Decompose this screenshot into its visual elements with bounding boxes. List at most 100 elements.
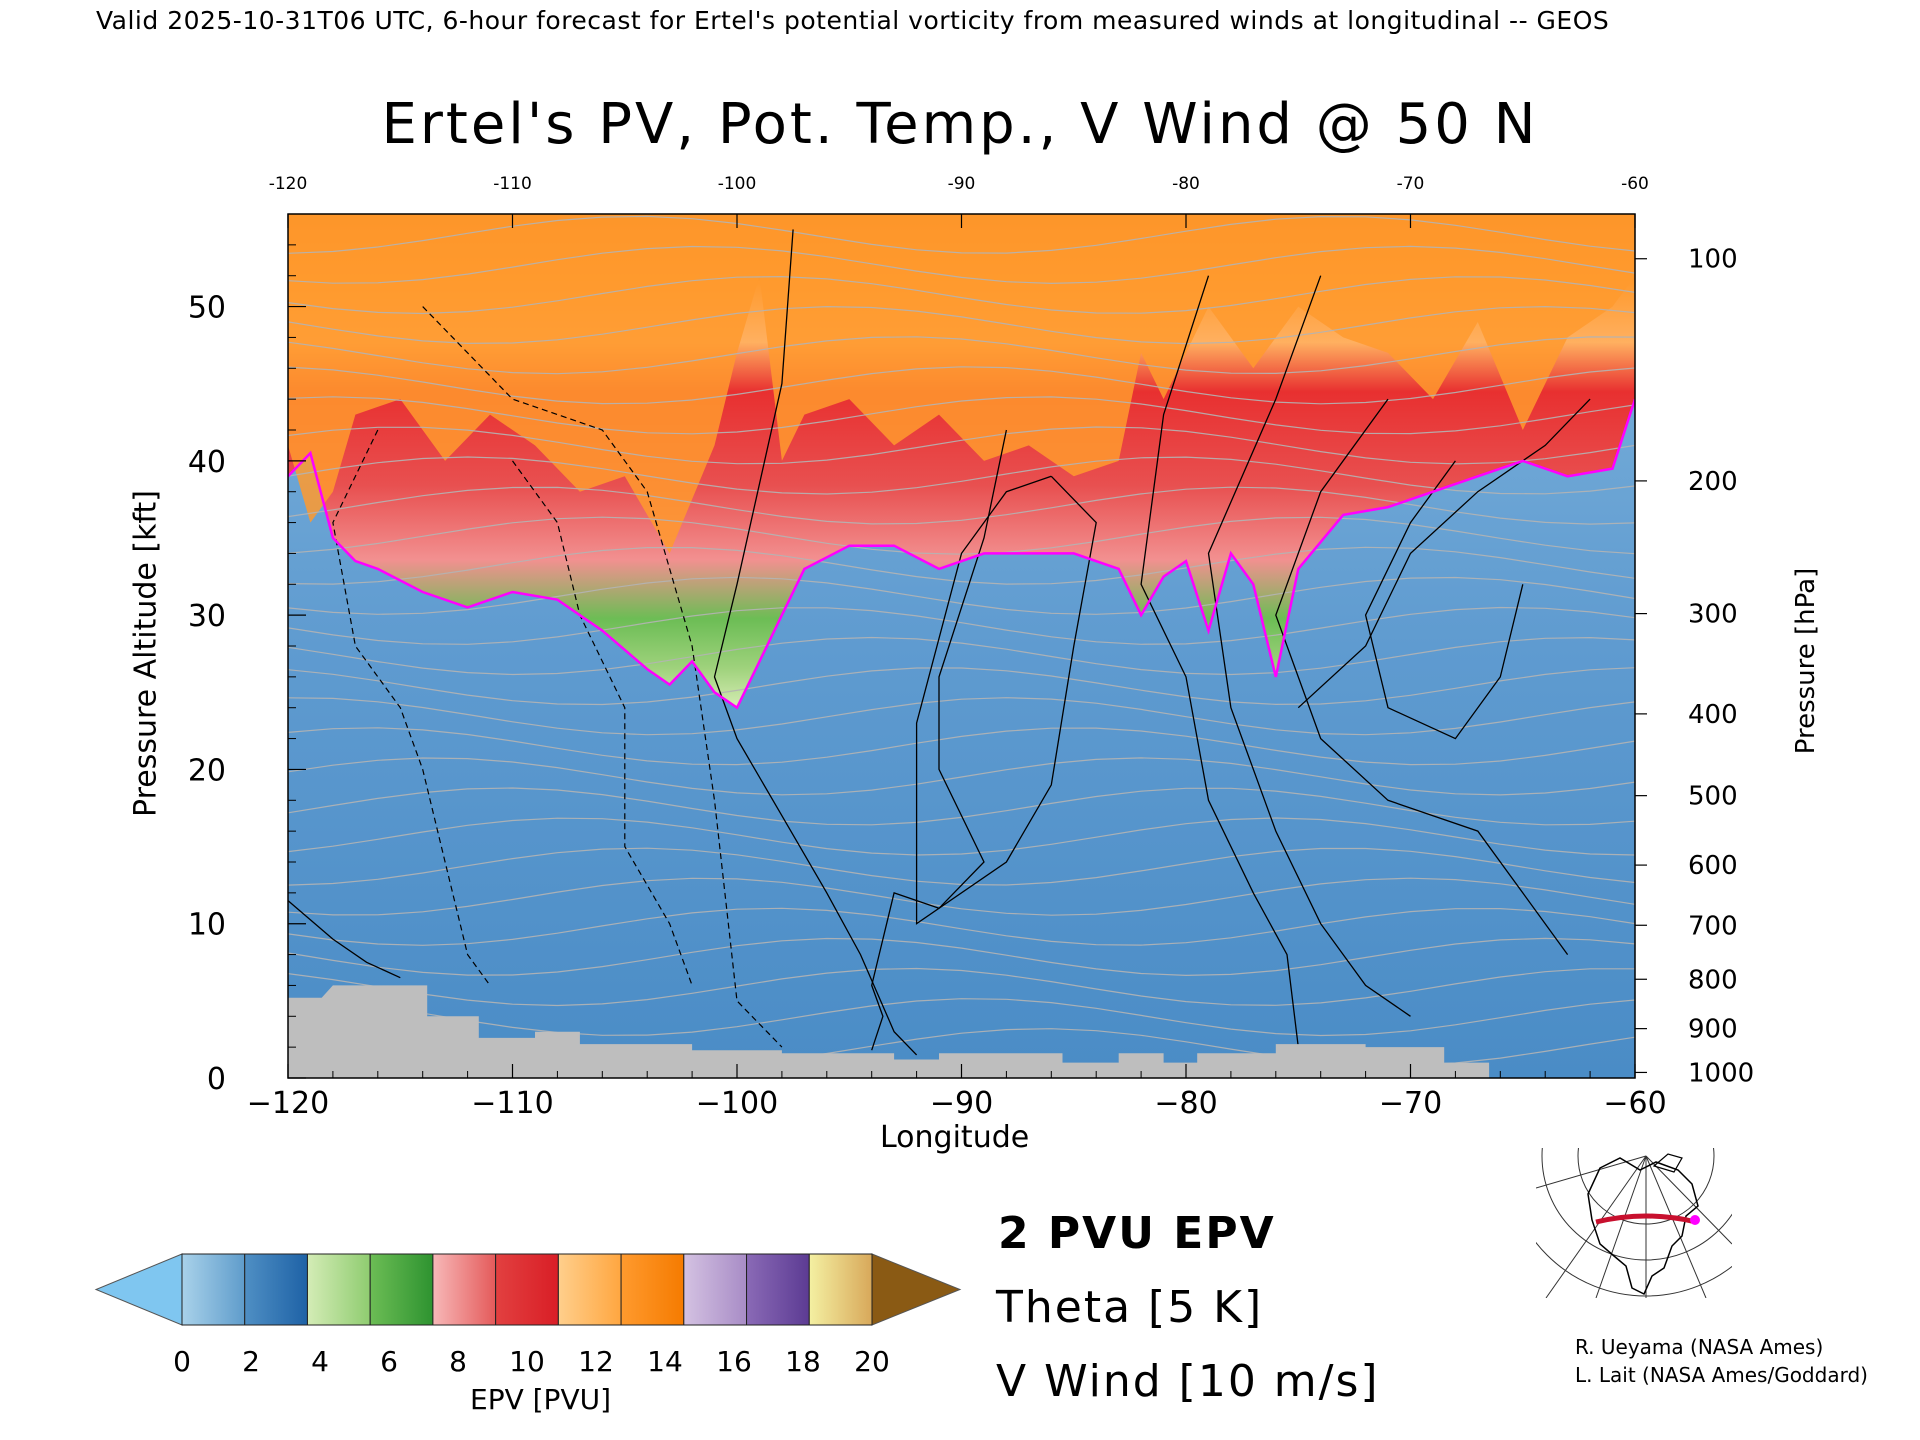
colorbar-band [808,1253,873,1326]
colorbar-tick-label: 14 [647,1345,683,1378]
colorbar-band [306,1253,371,1326]
pressure-tick-label: 1000 [1688,1058,1754,1088]
y-tick-label: 0 [207,1062,226,1097]
y-tick-label: 40 [188,445,226,480]
legend-theta: Theta [5 K] [996,1282,1264,1333]
v-wind-contour [1140,275,1299,1048]
pressure-tick-label: 900 [1688,1015,1738,1045]
theta-contour [288,757,1635,796]
colorbar-band [244,1253,308,1326]
colorbar-tick-label: 16 [716,1345,752,1378]
terrain [288,985,1490,1078]
negative-v-wind-contour [512,460,693,986]
y-tick-label: 10 [188,908,226,943]
x-top-tick-label: -70 [1397,174,1425,194]
theta-contour [288,727,1635,766]
plot-area [288,214,1635,1078]
pressure-tick-label: 200 [1688,467,1738,497]
theta-contour [288,877,1635,916]
pressure-tick-label: 800 [1688,965,1738,995]
pressure-tick-label: 600 [1688,851,1738,881]
legend-epv: 2 PVU EPV [998,1208,1276,1259]
v-wind-contour [1275,398,1569,955]
colorbar-band [181,1253,246,1326]
y-tick-label: 20 [188,753,226,788]
colorbar-band [369,1253,434,1326]
theta-contour [288,275,1635,315]
v-wind-contour [1297,398,1591,709]
theta-contour [288,697,1635,736]
theta-contour [288,907,1635,946]
theta-contour [288,606,1635,645]
v-wind-contour [915,475,1097,925]
theta-contour [288,576,1635,615]
theta-contour [288,546,1635,585]
colorbar-tick-label: 20 [854,1345,890,1378]
x-top-tick-label: -110 [493,174,532,194]
x-top-tick-label: -60 [1621,174,1649,194]
theta-contour [288,486,1635,525]
theta-contour [288,426,1635,465]
colorbar-over-arrow [871,1253,962,1326]
colorbar-band [620,1253,685,1326]
colorbar-under-arrow [94,1253,183,1326]
pressure-tick-label: 700 [1688,911,1738,941]
colorbar-tick-label: 2 [242,1345,260,1378]
upper-stratosphere-field [288,214,1635,554]
pv-2pvu-contour [288,398,1635,710]
theta-contour [288,787,1635,826]
pressure-tick-label: 300 [1688,600,1738,630]
x-axis-label: Longitude [880,1120,1030,1155]
x-tick-label: −70 [1379,1086,1442,1121]
pressure-tick-label: 400 [1688,700,1738,730]
theta-contour [288,396,1635,435]
theta-contour [288,336,1635,375]
legend-v-wind: V Wind [10 m/s] [996,1356,1380,1407]
colorbar-band [557,1253,622,1326]
x-tick-label: −80 [1154,1086,1217,1121]
credit-line-1: R. Ueyama (NASA Ames) [1575,1335,1824,1359]
negative-v-wind-contour [422,306,783,1048]
x-top-tick-label: -90 [948,174,976,194]
v-wind-contour [713,229,918,1056]
north-america-polar-map-icon [1536,1148,1732,1298]
x-top-tick-label: -100 [718,174,757,194]
v-wind-contour [1364,460,1524,740]
v-wind-contour [1207,275,1411,1017]
v-wind-contour [288,900,401,979]
colorbar-tick-label: 4 [311,1345,329,1378]
colorbar-band [432,1253,497,1326]
colorbar-band [746,1253,810,1326]
theta-contour [288,817,1635,856]
theta-contour [288,967,1635,1007]
theta-contour [288,305,1635,345]
colorbar-tick-label: 12 [578,1345,614,1378]
x-top-tick-label: -80 [1172,174,1200,194]
x-tick-label: −90 [930,1086,993,1121]
credit-line-2: L. Lait (NASA Ames/Goddard) [1575,1363,1868,1387]
theta-contour [288,636,1635,676]
pressure-axis-label: Pressure [hPa] [1791,567,1821,755]
colorbar-label: EPV [PVU] [470,1383,612,1416]
theta-contour [288,245,1635,285]
x-tick-label: −60 [1603,1086,1666,1121]
theta-contour [288,456,1635,495]
x-tick-label: −100 [696,1086,778,1121]
valid-time-header: Valid 2025-10-31T06 UTC, 6-hour forecast… [96,6,1610,35]
y-tick-label: 50 [188,291,226,326]
x-top-tick-label: -120 [269,174,308,194]
theta-contour [288,937,1635,977]
theta-contour [288,667,1635,706]
pressure-tick-label: 100 [1688,245,1738,275]
y-tick-label: 30 [188,599,226,634]
x-tick-label: −110 [471,1086,553,1121]
theta-contour [288,998,1635,1037]
x-tick-label: −120 [247,1086,329,1121]
colorbar-tick-label: 18 [785,1345,821,1378]
axes: 0 10 20 30 40 50 −120 -120 −110 -110 −100 -100 −90 -9… [188,174,1754,1121]
colorbar-tick-label: 10 [509,1345,545,1378]
colorbar-tick-label: 0 [173,1345,191,1378]
colorbar-band [683,1253,748,1326]
colorbar-band [495,1253,559,1326]
